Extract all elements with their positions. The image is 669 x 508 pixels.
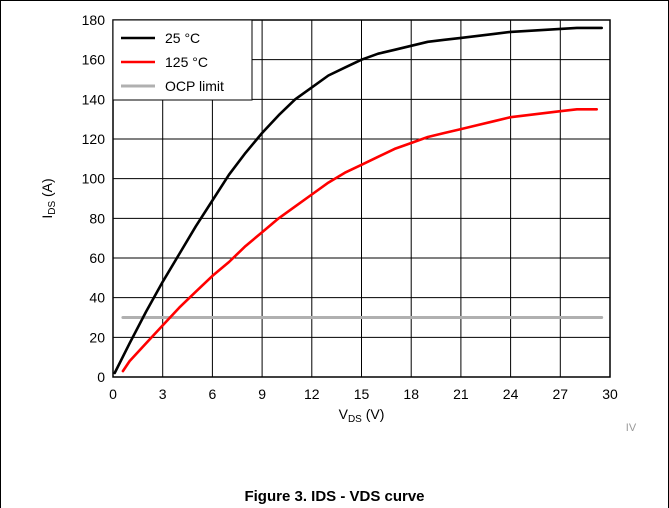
x-tick-label-3: 9 bbox=[258, 386, 266, 402]
series-lines bbox=[113, 26, 604, 375]
y-tick-label-2: 40 bbox=[89, 290, 105, 306]
y-tick-label-0: 0 bbox=[97, 369, 105, 385]
y-tick-label-4: 80 bbox=[89, 210, 105, 226]
ids-vds-chart: 0 3 6 9 12 15 18 21 24 27 30 0 20 40 60 80 100 120 140 160 1… bbox=[39, 12, 637, 434]
legend: 25 °C 125 °C OCP limit bbox=[112, 19, 253, 101]
y-tick-label-3: 60 bbox=[89, 250, 105, 266]
legend-label-0: 25 °C bbox=[165, 30, 200, 46]
y-tick-label-1: 20 bbox=[89, 329, 105, 345]
x-tick-label-4: 12 bbox=[304, 386, 320, 402]
plot-area-frame bbox=[112, 19, 611, 378]
x-tick-label-2: 6 bbox=[209, 386, 217, 402]
x-tick-label-8: 24 bbox=[503, 386, 519, 402]
x-tick-label-9: 27 bbox=[553, 386, 569, 402]
legend-label-2: OCP limit bbox=[165, 78, 224, 94]
series-line-1 bbox=[121, 108, 599, 373]
y-axis-title: IDS (A) bbox=[39, 178, 58, 218]
y-tick-label-8: 160 bbox=[82, 52, 106, 68]
x-axis-title: VDS (V) bbox=[339, 406, 385, 425]
series-line-0 bbox=[113, 26, 604, 375]
x-tick-label-7: 21 bbox=[453, 386, 469, 402]
x-tick-label-0: 0 bbox=[109, 386, 117, 402]
x-tick-label-6: 18 bbox=[403, 386, 419, 402]
figure-caption: Figure 3. IDS - VDS curve bbox=[244, 488, 425, 505]
tick-labels: 0 3 6 9 12 15 18 21 24 27 30 0 20 40 60 80 100 120 140 160 1… bbox=[82, 12, 618, 402]
y-tick-label-7: 140 bbox=[82, 91, 106, 107]
y-tick-label-6: 120 bbox=[82, 131, 106, 147]
x-tick-label-10: 30 bbox=[602, 386, 618, 402]
y-tick-label-9: 180 bbox=[82, 12, 106, 28]
watermark-label: IV bbox=[626, 422, 637, 434]
legend-label-1: 125 °C bbox=[165, 54, 208, 70]
x-tick-label-5: 15 bbox=[354, 386, 370, 402]
y-tick-label-5: 100 bbox=[82, 171, 106, 187]
x-tick-label-1: 3 bbox=[159, 386, 167, 402]
